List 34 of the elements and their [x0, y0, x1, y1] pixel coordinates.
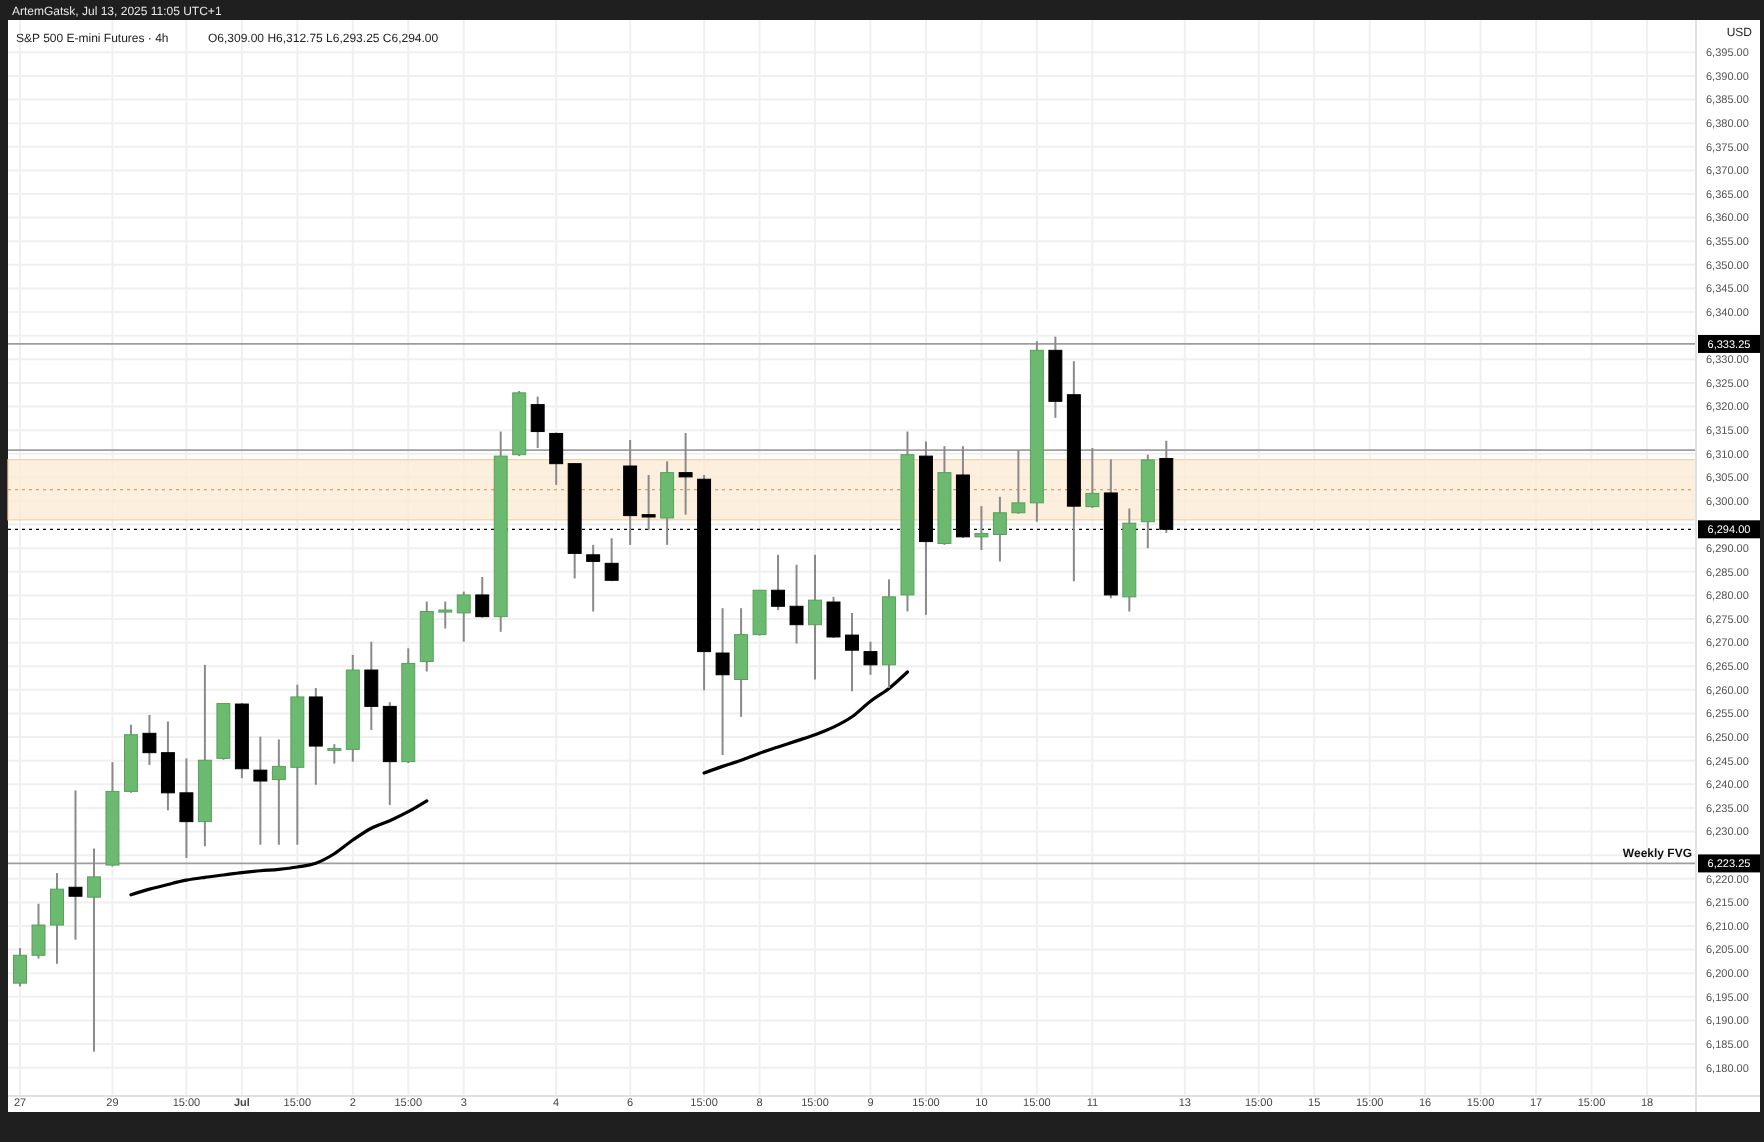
candlestick	[1085, 447, 1100, 510]
candlestick	[660, 460, 675, 546]
candlestick	[87, 847, 101, 1053]
candlestick	[1011, 448, 1026, 515]
candlestick	[863, 640, 878, 676]
candlestick	[549, 431, 564, 486]
candlestick	[789, 563, 804, 645]
candlestick	[715, 607, 730, 757]
candlestick	[752, 589, 767, 637]
candlestick	[586, 543, 601, 613]
candlestick	[438, 600, 453, 630]
candlestick	[179, 757, 194, 859]
candlestick	[31, 902, 46, 960]
candlestick	[530, 395, 545, 450]
candlestick	[475, 576, 490, 619]
candlestick	[992, 495, 1007, 563]
candlestick	[68, 789, 83, 941]
candlestick	[271, 738, 286, 846]
candlestick	[604, 537, 619, 583]
candlestick	[734, 607, 749, 718]
candlestick	[678, 431, 693, 516]
candlestick	[808, 553, 822, 681]
candlestick	[13, 947, 27, 988]
candlestick	[771, 553, 786, 612]
candlestick	[845, 611, 859, 693]
candlestick	[142, 713, 157, 766]
candlestick	[456, 590, 471, 643]
candlestick	[327, 743, 342, 765]
candlestick	[826, 595, 841, 639]
candlestick	[364, 640, 379, 732]
candlestick	[974, 505, 989, 552]
candlestick	[50, 872, 64, 965]
candlestick	[253, 735, 268, 846]
candlestick	[160, 720, 175, 812]
